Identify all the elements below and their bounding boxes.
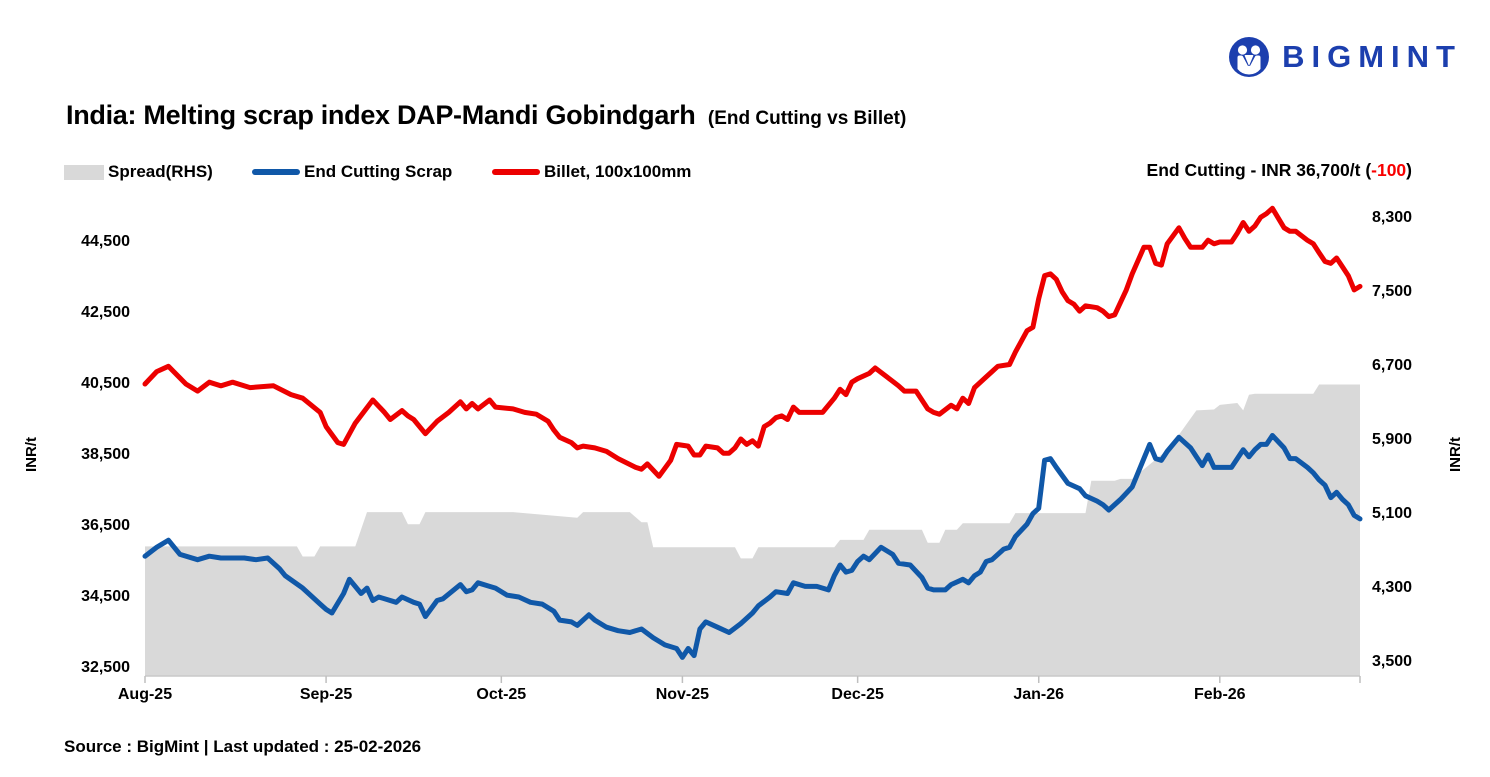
bigmint-logo: BIGMINT xyxy=(1228,36,1462,78)
x-axis-tick-label: Nov-25 xyxy=(655,686,710,703)
right-axis-tick-label: 8,300 xyxy=(1372,209,1413,226)
legend-item-end-cutting: End Cutting Scrap xyxy=(252,160,452,184)
legend-item-billet: Billet, 100x100mm xyxy=(492,160,691,184)
left-axis-tick-label: 36,500 xyxy=(81,517,130,534)
right-axis-tick-label: 5,900 xyxy=(1372,431,1413,448)
chart-title-main: India: Melting scrap index DAP-Mandi Gob… xyxy=(66,100,696,130)
x-axis-tick-label: Dec-25 xyxy=(831,686,884,703)
left-axis-tick-label: 38,500 xyxy=(81,446,130,463)
right-axis-tick-label: 6,700 xyxy=(1372,357,1413,374)
legend-label-spread: Spread(RHS) xyxy=(108,162,213,181)
left-axis-tick-label: 34,500 xyxy=(81,588,130,605)
x-axis-tick-label: Feb-26 xyxy=(1194,686,1246,703)
last-price-text: End Cutting - INR 36,700/t xyxy=(1146,160,1366,180)
right-axis-tick-label: 5,100 xyxy=(1372,505,1413,522)
right-axis-tick-label: 7,500 xyxy=(1372,283,1413,300)
chart-title: India: Melting scrap index DAP-Mandi Gob… xyxy=(66,100,906,131)
spread-area xyxy=(145,384,1360,676)
right-axis-tick-label: 4,300 xyxy=(1372,579,1413,596)
left-axis-tick-label: 40,500 xyxy=(81,375,130,392)
x-axis-tick-label: Aug-25 xyxy=(117,686,173,703)
bigmint-logo-icon xyxy=(1229,37,1270,77)
left-axis-tick-label: 44,500 xyxy=(81,233,130,250)
series-line-end-cutting-scrap xyxy=(142,433,1363,660)
x-axis-tick-label: Sep-25 xyxy=(299,686,353,703)
end-cutting-line-swatch xyxy=(252,169,300,175)
x-axis-tick-label: Jan-26 xyxy=(1013,686,1065,703)
series-line-billet-100x100mm xyxy=(142,205,1363,479)
right-axis-tick-label: 3,500 xyxy=(1372,653,1413,670)
left-axis-tick-label: 42,500 xyxy=(81,304,130,321)
spread-area-swatch xyxy=(64,164,104,180)
right-axis-title: INR/t xyxy=(1447,437,1464,472)
last-price-annotation: End Cutting - INR 36,700/t (-100) xyxy=(1147,160,1412,181)
legend-label-billet: Billet, 100x100mm xyxy=(544,162,692,181)
source-line: Source : BigMint | Last updated : 25-02-… xyxy=(64,737,422,756)
x-axis-tick-label: Oct-25 xyxy=(476,686,527,703)
left-axis-tick-label: 32,500 xyxy=(81,659,130,676)
legend: Spread(RHS) End Cutting Scrap Billet, 10… xyxy=(0,160,1490,184)
billet-line-swatch xyxy=(492,169,540,175)
legend-item-spread: Spread(RHS) xyxy=(64,160,213,184)
legend-label-end-cutting: End Cutting Scrap xyxy=(304,162,453,181)
last-price-change: -100 xyxy=(1371,160,1407,180)
left-axis-title: INR/t xyxy=(23,437,40,472)
bigmint-wordmark: BIGMINT xyxy=(1282,39,1462,74)
chart-title-suffix: (End Cutting vs Billet) xyxy=(707,108,907,129)
last-price-paren-open: ( xyxy=(1365,160,1372,180)
last-price-paren-close: ) xyxy=(1406,160,1412,180)
